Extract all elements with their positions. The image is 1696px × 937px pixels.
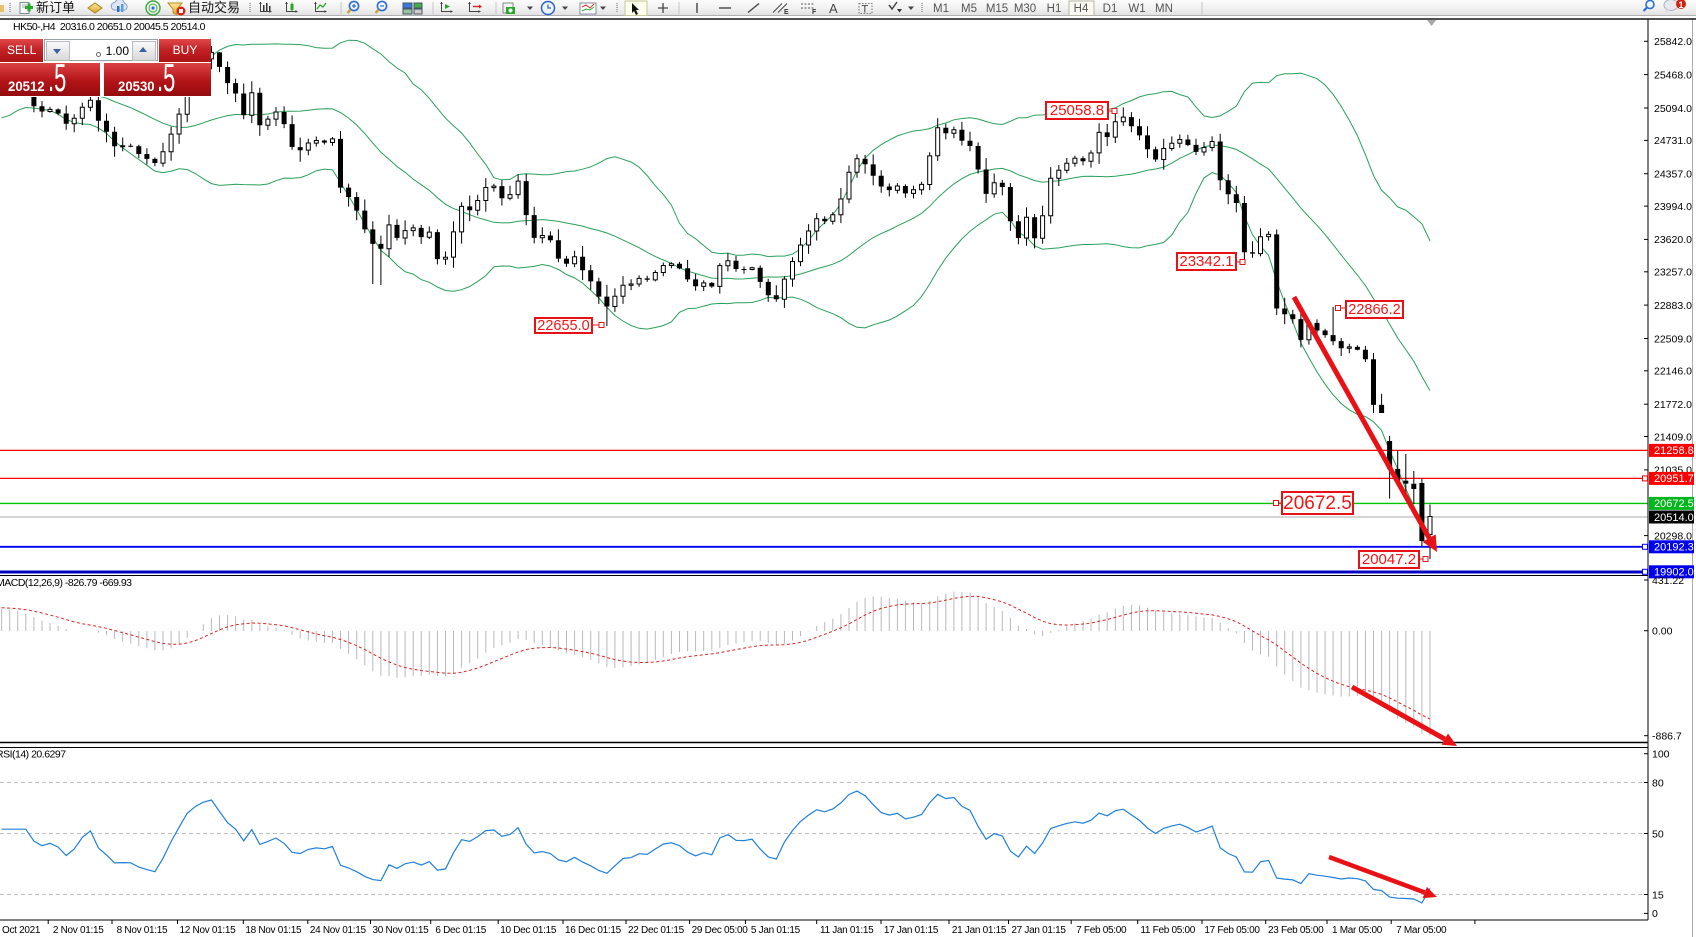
- svg-text:8 Nov 01:15: 8 Nov 01:15: [117, 925, 168, 936]
- svg-text:25094.0: 25094.0: [1654, 103, 1692, 115]
- svg-text:30 Nov 01:15: 30 Nov 01:15: [373, 925, 430, 936]
- svg-text:20951.7: 20951.7: [1654, 473, 1694, 485]
- svg-text:自动交易: 自动交易: [188, 0, 240, 15]
- svg-text:24 Nov 01:15: 24 Nov 01:15: [310, 925, 367, 936]
- svg-text:11 Jan 01:15: 11 Jan 01:15: [820, 925, 874, 936]
- svg-text:A: A: [829, 1, 838, 16]
- svg-text:D1: D1: [1103, 3, 1118, 15]
- svg-text:17 Feb 05:00: 17 Feb 05:00: [1204, 925, 1260, 936]
- svg-text:11 Feb 05:00: 11 Feb 05:00: [1140, 925, 1195, 936]
- svg-text:431.22: 431.22: [1652, 575, 1684, 587]
- svg-text:M1: M1: [933, 3, 949, 15]
- svg-text:100: 100: [1652, 749, 1670, 761]
- svg-text:21409.0: 21409.0: [1654, 431, 1692, 443]
- svg-text:23620.0: 23620.0: [1654, 234, 1692, 246]
- svg-text:RSI(14) 20.6297: RSI(14) 20.6297: [0, 749, 66, 761]
- svg-text:19902.0: 19902.0: [1654, 567, 1694, 579]
- svg-text:M15: M15: [986, 3, 1008, 15]
- svg-text:22 Dec 01:15: 22 Dec 01:15: [628, 925, 685, 936]
- svg-text:1: 1: [1678, 0, 1683, 10]
- svg-text:18 Nov 01:15: 18 Nov 01:15: [245, 925, 302, 936]
- svg-text:20192.3: 20192.3: [1654, 542, 1694, 554]
- svg-text:23257.0: 23257.0: [1654, 267, 1692, 279]
- svg-text:23 Feb 05:00: 23 Feb 05:00: [1268, 925, 1324, 936]
- svg-text:新订单: 新订单: [36, 0, 75, 15]
- svg-text:24357.0: 24357.0: [1654, 169, 1692, 181]
- svg-text:22883.0: 22883.0: [1654, 300, 1692, 312]
- svg-text:17 Jan 01:15: 17 Jan 01:15: [884, 925, 939, 936]
- svg-text:22509.0: 22509.0: [1654, 333, 1692, 345]
- svg-text:-886.7: -886.7: [1652, 731, 1682, 743]
- svg-text:23994.0: 23994.0: [1654, 201, 1692, 213]
- svg-text:15: 15: [1652, 889, 1664, 901]
- svg-text:25842.0: 25842.0: [1654, 36, 1692, 48]
- svg-text:50: 50: [1652, 828, 1664, 840]
- svg-text:E: E: [784, 9, 789, 16]
- svg-text:MN: MN: [1155, 3, 1173, 15]
- svg-text:7 Feb 05:00: 7 Feb 05:00: [1076, 925, 1127, 936]
- svg-text:0.00: 0.00: [1652, 626, 1673, 638]
- svg-text:T: T: [862, 4, 869, 16]
- svg-text:MACD(12,26,9) -826.79 -669.93: MACD(12,26,9) -826.79 -669.93: [0, 577, 132, 589]
- svg-text:20672.5: 20672.5: [1654, 498, 1694, 510]
- svg-text:25468.0: 25468.0: [1654, 69, 1692, 81]
- svg-text:29 Dec 05:00: 29 Dec 05:00: [692, 925, 749, 936]
- svg-text:W1: W1: [1128, 3, 1145, 15]
- svg-text:F: F: [812, 9, 817, 16]
- svg-text:5 Jan 01:15: 5 Jan 01:15: [751, 925, 801, 936]
- svg-text:6 Dec 01:15: 6 Dec 01:15: [435, 925, 486, 936]
- svg-text:12 Nov 01:15: 12 Nov 01:15: [180, 925, 237, 936]
- svg-text:24731.0: 24731.0: [1654, 135, 1692, 147]
- svg-text:80: 80: [1652, 777, 1664, 789]
- svg-text:22146.0: 22146.0: [1654, 366, 1692, 378]
- svg-text:21 Jan 01:15: 21 Jan 01:15: [952, 925, 1007, 936]
- svg-text:7 Mar 05:00: 7 Mar 05:00: [1396, 925, 1447, 936]
- svg-text:M30: M30: [1014, 3, 1036, 15]
- svg-text:1 Mar 05:00: 1 Mar 05:00: [1332, 925, 1383, 936]
- svg-text:M5: M5: [961, 3, 977, 15]
- svg-text:21772.0: 21772.0: [1654, 399, 1692, 411]
- svg-text:HK50-,H4 20316.0 20651.0 2004: HK50-,H4 20316.0 20651.0 20045.5 20514.0: [13, 21, 206, 33]
- svg-text:0: 0: [1652, 908, 1658, 920]
- svg-text:16 Dec 01:15: 16 Dec 01:15: [565, 925, 622, 936]
- svg-text:Oct 2021: Oct 2021: [2, 925, 41, 936]
- svg-text:10 Dec 01:15: 10 Dec 01:15: [500, 925, 557, 936]
- svg-text:2 Nov 01:15: 2 Nov 01:15: [53, 925, 104, 936]
- svg-text:20514.0: 20514.0: [1654, 512, 1694, 524]
- svg-text:27 Jan 01:15: 27 Jan 01:15: [1011, 925, 1066, 936]
- svg-text:20298.0: 20298.0: [1654, 530, 1692, 542]
- svg-text:21258.8: 21258.8: [1654, 445, 1694, 457]
- svg-text:H1: H1: [1047, 3, 1062, 15]
- svg-text:H4: H4: [1074, 3, 1089, 15]
